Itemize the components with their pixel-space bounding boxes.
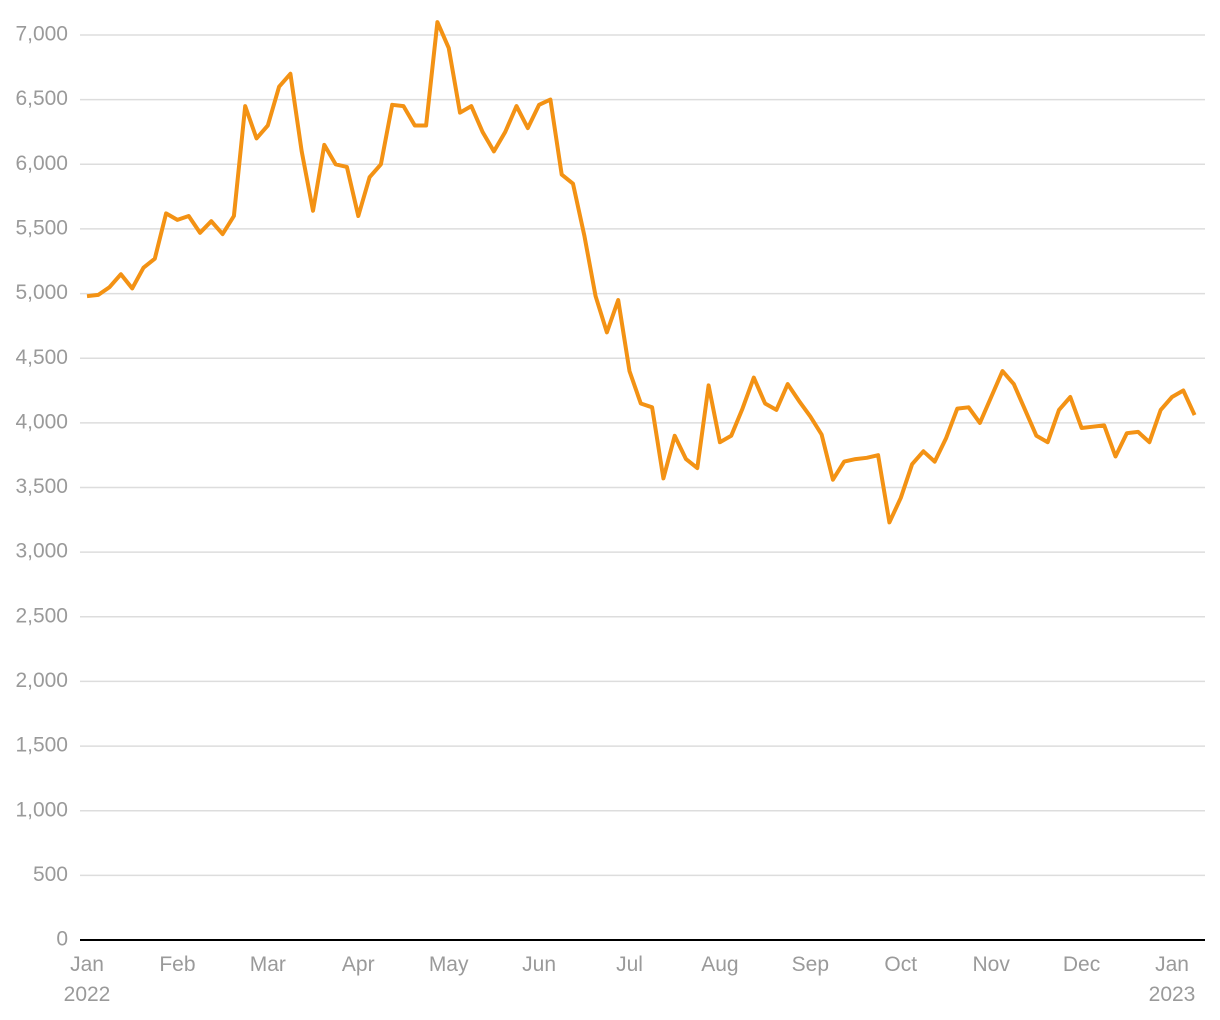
y-tick-label: 3,500 xyxy=(15,475,68,498)
x-tick-label: Apr xyxy=(341,953,375,976)
y-tick-label: 5,500 xyxy=(15,216,68,239)
data-line xyxy=(86,20,1197,525)
x-tick-label: Nov xyxy=(972,953,1010,976)
y-tick-label: 3,000 xyxy=(15,540,68,563)
y-tick-label: 500 xyxy=(33,863,68,886)
x-tick-label: Oct xyxy=(884,953,918,976)
y-tick-label: 5,000 xyxy=(15,281,68,304)
y-tick-label: 2,000 xyxy=(15,669,68,692)
grid xyxy=(80,34,1205,877)
y-tick-label: 6,500 xyxy=(15,87,68,110)
y-tick-label: 2,500 xyxy=(15,604,68,627)
y-tick-label: 1,000 xyxy=(15,798,68,821)
x-tick-label: Jun xyxy=(522,953,556,976)
x-tick-label: Mar xyxy=(249,953,286,976)
x-tick-label: Jan 2022 xyxy=(63,953,111,1006)
x-tick-label: Aug xyxy=(701,953,739,976)
x-tick-label: May xyxy=(428,953,469,976)
y-tick-label: 0 xyxy=(56,928,68,951)
y-tick-label: 7,000 xyxy=(15,23,68,46)
y-tick-label: 4,500 xyxy=(15,346,68,369)
x-tick-label: Jan 2023 xyxy=(1148,953,1196,1006)
x-tick-label: Sep xyxy=(791,953,830,976)
x-tick-label: Feb xyxy=(159,953,196,976)
y-tick-label: 1,500 xyxy=(15,734,68,757)
x-tick-label: Dec xyxy=(1062,953,1101,976)
y-tick-label: 6,000 xyxy=(15,152,68,175)
x-tick-label: Jul xyxy=(616,953,643,976)
y-tick-label: 4,000 xyxy=(15,410,68,433)
